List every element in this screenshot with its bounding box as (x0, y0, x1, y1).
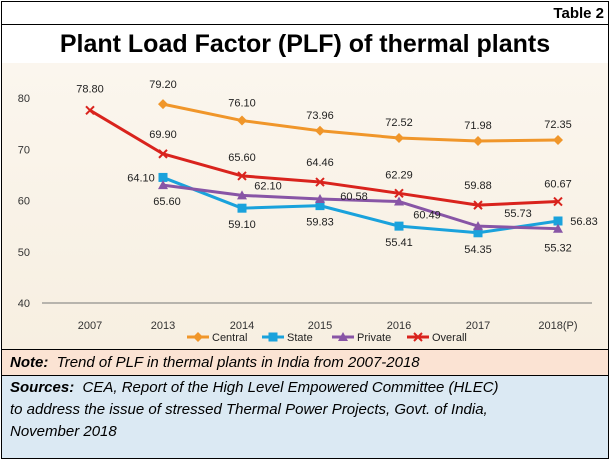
x-tick-label-2: 2014 (230, 320, 254, 332)
x-tick-label-5: 2017 (466, 320, 490, 332)
point-central-2015 (315, 125, 325, 136)
note-text: Trend of PLF in thermal plants in India … (56, 354, 420, 371)
point-private-2016 (394, 196, 404, 206)
line-chart: 40 50 60 70 80 2007 2013 2014 2015 2016 2017 2018(P… (18, 79, 598, 344)
data-label-private-2015: 60.58 (340, 191, 368, 203)
title-row: Plant Load Factor (PLF) of thermal plant… (2, 24, 608, 64)
legend-marker-private (338, 332, 348, 341)
sources-text-line-3: November 2018 (10, 423, 117, 440)
sources-text-line-1: CEA, Report of the High Level Empowered … (82, 379, 499, 396)
sources-text-line-2: to address the issue of stressed Thermal… (10, 401, 488, 418)
point-central-2017 (473, 136, 483, 147)
chart-area: 40 50 60 70 80 2007 2013 2014 2015 2016 2017 2018(P… (2, 63, 608, 350)
data-label-private-2014: 62.10 (254, 180, 282, 192)
series-line-private (162, 183, 559, 231)
data-label-central-2016: 72.52 (385, 117, 413, 129)
point-private-2014 (237, 190, 247, 200)
point-overall-2014 (237, 171, 247, 181)
data-label-private-2016: 60.49 (413, 210, 441, 222)
point-state-2013 (158, 172, 168, 182)
data-label-state-2017: 54.35 (464, 244, 492, 256)
legend-marker-central (193, 332, 203, 342)
data-label-overall-2007: 78.80 (76, 83, 104, 95)
data-label-central-2018(P): 72.35 (544, 119, 572, 131)
x-tick-label-6: 2018(P) (538, 320, 577, 332)
data-label-state-2013: 64.10 (127, 172, 155, 184)
point-central-2016 (394, 132, 404, 143)
y-tick-label-1: 50 (18, 247, 30, 259)
y-tick-label-3: 70 (18, 144, 30, 156)
data-label-state-2015: 59.83 (306, 217, 334, 229)
x-tick-label-4: 2016 (387, 320, 411, 332)
data-label-overall-2013: 69.90 (149, 129, 177, 141)
point-overall-2016 (394, 188, 404, 199)
legend-marker-state (268, 332, 278, 342)
data-label-central-2013: 79.20 (149, 79, 177, 91)
legend-marker-overall (413, 332, 423, 342)
point-overall-2017 (473, 200, 483, 210)
data-label-overall-2017: 59.88 (464, 180, 492, 192)
data-label-central-2014: 76.10 (228, 98, 256, 110)
note-label: Note: (10, 354, 49, 371)
data-label-overall-2014: 65.60 (228, 152, 256, 164)
chart-title: Plant Load Factor (PLF) of thermal plant… (59, 29, 551, 58)
point-overall-2018(P) (553, 196, 563, 207)
data-label-private-2018(P): 55.32 (544, 243, 572, 255)
point-private-2013 (158, 180, 168, 190)
data-label-state-2016: 55.41 (385, 237, 413, 249)
point-central-2018(P) (553, 135, 563, 146)
legend-label-central: Central (212, 332, 247, 344)
x-tick-label-0: 2007 (78, 320, 102, 332)
data-label-overall-2016: 62.29 (385, 169, 413, 181)
point-overall-2007 (85, 105, 95, 116)
data-label-private-2017: 55.73 (504, 208, 532, 220)
x-tick-label-3: 2015 (308, 320, 332, 332)
data-label-central-2015: 73.96 (306, 110, 334, 122)
point-state-2014 (237, 203, 247, 213)
point-state-2017 (473, 228, 483, 238)
point-state-2016 (394, 221, 404, 231)
data-label-state-2018(P): 56.83 (570, 216, 598, 228)
point-overall-2015 (315, 177, 325, 187)
legend-label-private: Private (357, 332, 391, 344)
note-row: Note: Trend of PLF in thermal plants in … (2, 350, 608, 376)
sources-row: Sources: CEA, Report of the High Level E… (2, 376, 608, 458)
data-label-central-2017: 71.98 (464, 120, 492, 132)
sources-label: Sources: (10, 379, 75, 396)
x-tick-label-1: 2013 (151, 320, 175, 332)
series-line-central (162, 102, 559, 143)
legend-label-overall: Overall (432, 332, 467, 344)
point-private-2017 (473, 221, 483, 231)
y-tick-label-2: 60 (18, 196, 30, 208)
data-label-private-2013: 65.60 (153, 196, 181, 208)
data-label-state-2014: 59.10 (228, 219, 256, 231)
table-tag: Table 2 (553, 5, 604, 22)
point-state-2018(P) (553, 216, 563, 226)
point-overall-2013 (158, 149, 168, 159)
data-label-overall-2015: 64.46 (306, 157, 334, 169)
y-tick-label-0: 40 (18, 298, 30, 310)
point-central-2013 (158, 99, 168, 110)
point-state-2015 (315, 201, 325, 211)
point-central-2014 (237, 115, 247, 126)
y-tick-label-4: 80 (18, 93, 30, 105)
legend-label-state: State (287, 332, 313, 344)
series-line-state (162, 176, 559, 235)
point-private-2018(P) (553, 223, 563, 233)
data-label-overall-2018(P): 60.67 (544, 179, 572, 191)
point-private-2015 (315, 193, 325, 203)
